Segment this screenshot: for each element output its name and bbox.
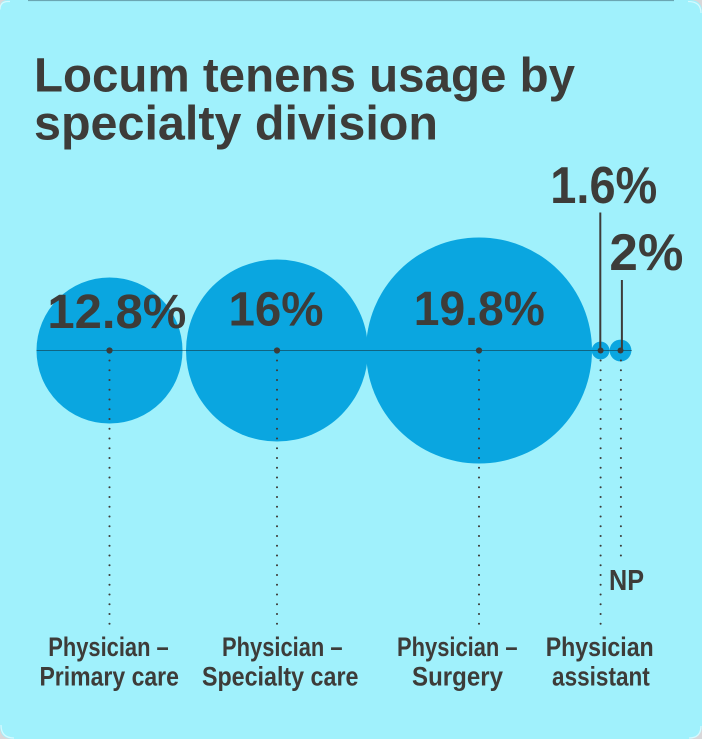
svg-text:Locum tenens usage by: Locum tenens usage by xyxy=(34,50,575,103)
svg-text:Specialty care: Specialty care xyxy=(202,662,359,692)
svg-text:16%: 16% xyxy=(229,284,324,337)
svg-text:19.8%: 19.8% xyxy=(414,283,545,336)
svg-text:NP: NP xyxy=(609,565,644,597)
svg-text:assistant: assistant xyxy=(552,662,650,692)
svg-text:Primary care: Primary care xyxy=(39,662,179,692)
svg-text:specialty division: specialty division xyxy=(34,98,438,151)
svg-text:Surgery: Surgery xyxy=(412,662,503,692)
svg-text:Physician –: Physician – xyxy=(222,632,343,662)
svg-text:Physician –: Physician – xyxy=(397,632,518,662)
svg-text:1.6%: 1.6% xyxy=(550,157,657,215)
svg-text:12.8%: 12.8% xyxy=(47,286,186,339)
svg-text:Physician: Physician xyxy=(546,632,654,662)
svg-text:Physician –: Physician – xyxy=(48,632,169,662)
svg-text:2%: 2% xyxy=(609,224,683,282)
